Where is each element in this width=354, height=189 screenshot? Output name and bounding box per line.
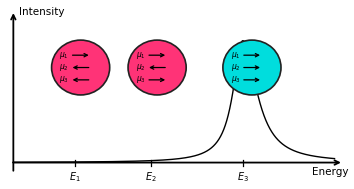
Text: $E_3$: $E_3$ bbox=[237, 170, 249, 184]
Ellipse shape bbox=[223, 40, 281, 95]
Text: $\mu_1$: $\mu_1$ bbox=[136, 50, 146, 61]
Text: Energy: Energy bbox=[312, 167, 348, 177]
Text: $\mu_2$: $\mu_2$ bbox=[231, 62, 241, 73]
Text: $\mu_3$: $\mu_3$ bbox=[136, 74, 146, 85]
Text: $\mu_1$: $\mu_1$ bbox=[231, 50, 241, 61]
Text: $E_2$: $E_2$ bbox=[145, 170, 157, 184]
Text: $\mu_1$: $\mu_1$ bbox=[59, 50, 69, 61]
Ellipse shape bbox=[52, 40, 110, 95]
Text: $\mu_2$: $\mu_2$ bbox=[59, 62, 69, 73]
Ellipse shape bbox=[128, 40, 186, 95]
Text: $\mu_3$: $\mu_3$ bbox=[231, 74, 241, 85]
Text: $\mu_3$: $\mu_3$ bbox=[59, 74, 69, 85]
Text: Intensity: Intensity bbox=[19, 7, 64, 17]
Text: $E_1$: $E_1$ bbox=[69, 170, 80, 184]
Text: $\mu_2$: $\mu_2$ bbox=[136, 62, 146, 73]
